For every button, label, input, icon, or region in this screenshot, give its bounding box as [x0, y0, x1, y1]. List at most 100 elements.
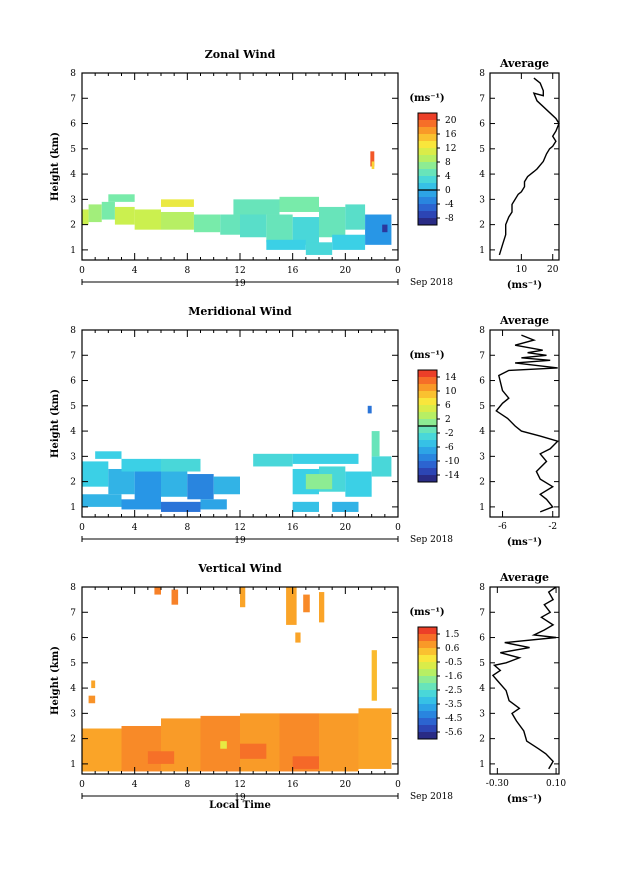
panel3-profile-ytick-label-0: 1: [479, 760, 485, 770]
panel1-profile-ytick-label-3: 4: [479, 170, 485, 180]
panel2-cell-12: [95, 451, 122, 459]
panel2-xtick-label-1: 4: [132, 523, 138, 533]
panel3-title: Vertical Wind: [197, 562, 282, 575]
panel3-profile-xlabel: (ms⁻¹): [507, 794, 542, 805]
panel3-cell-7: [358, 708, 392, 769]
panel2-colorbar-seg-7: [418, 419, 437, 427]
panel1-ylabel: Height (km): [50, 132, 61, 201]
panel2-colorbar-tick-label-0: 14: [445, 373, 457, 383]
panel2-colorbar-tick-label-6: -10: [445, 457, 460, 467]
panel2-cell-22: [367, 405, 372, 414]
panel3-profile-ytick-label-5: 6: [479, 634, 485, 644]
panel2-colorbar-seg-4: [418, 398, 437, 406]
panel3-cell-8: [147, 751, 175, 764]
panel1-profile-ytick-label-2: 3: [479, 195, 485, 205]
panel3-ytick-label-5: 6: [70, 634, 76, 644]
panel2-cell-21: [371, 456, 392, 477]
panel1-colorbar-seg-10: [418, 183, 437, 191]
panel1-xtick-label-2: 8: [184, 266, 190, 276]
panel2-cell-0: [82, 461, 109, 487]
panel3-colorbar-seg-4: [418, 655, 437, 663]
panel3-profile-line: [491, 586, 557, 770]
panel3-profile-ytick-label-2: 3: [479, 709, 485, 719]
panel2-xtick-label-6: 0: [395, 523, 401, 533]
panel2-cell-18: [332, 501, 359, 512]
panel3-colorbar-seg-13: [418, 718, 437, 726]
panel3-colorbar-seg-1: [418, 634, 437, 642]
panel3-colorbar-seg-0: [418, 627, 437, 635]
panel1-cell-19: [332, 234, 366, 250]
panel2-ytick-label-3: 4: [70, 427, 76, 437]
panel3-colorbar-seg-12: [418, 711, 437, 719]
panel1-colorbar-tick-label-3: 8: [445, 158, 451, 168]
panel3-colorbar-tick-label-7: -5.6: [445, 728, 463, 738]
panel2-profile-xtick-label-0: -6: [498, 522, 507, 532]
panel1-cell-6: [193, 214, 221, 233]
panel3-ytick-label-6: 7: [70, 608, 76, 618]
panel1-cell-23: [371, 161, 375, 170]
panel2-ytick-label-5: 6: [70, 377, 76, 387]
panel1-ytick-label-5: 6: [70, 120, 76, 130]
panel3-profile-ytick-label-4: 5: [479, 659, 485, 669]
panel3-cell-21: [295, 632, 301, 643]
panel2-cell-23: [371, 431, 380, 457]
panel1-cell-18: [305, 242, 333, 255]
panel3-colorbar-seg-10: [418, 697, 437, 705]
panel1-colorbar-label: (ms⁻¹): [409, 93, 444, 104]
panel1-colorbar-seg-1: [418, 120, 437, 128]
panel3-colorbar-seg-7: [418, 676, 437, 684]
panel1-xtick-label-5: 20: [340, 266, 352, 276]
panel2-profile-line: [495, 334, 560, 513]
panel1-colorbar-tick-label-0: 20: [445, 116, 457, 126]
panel2-cell-4: [187, 474, 214, 500]
panel1-date-label: Sep 2018: [410, 278, 453, 288]
panel1-colorbar-seg-15: [418, 218, 437, 226]
panel2-colorbar-tick-label-5: -6: [445, 443, 454, 453]
panel1-colorbar-tick-label-7: -8: [445, 214, 454, 224]
panel1-ytick-label-1: 2: [70, 221, 76, 231]
panel1-cell-2: [101, 201, 115, 220]
panel1-xtick-label-0: 0: [79, 266, 85, 276]
panel2-profile-frame: [489, 329, 560, 518]
panel1-cell-15: [233, 199, 280, 215]
panel3-xtick-label-2: 8: [184, 780, 190, 790]
panel2-profile-ytick-label-1: 2: [479, 478, 485, 488]
panel2-cell-11: [161, 458, 201, 472]
panel2-colorbar-seg-0: [418, 370, 437, 378]
panel1-colorbar-seg-14: [418, 211, 437, 219]
panel2-colorbar-tick-label-3: 2: [445, 415, 451, 425]
panel2-cell-10: [121, 458, 161, 472]
panel2-colorbar-tick-label-4: -2: [445, 429, 454, 439]
panel2-cell-6: [82, 494, 122, 507]
panel1-xtick-label-4: 16: [287, 266, 299, 276]
panel2-ytick-label-1: 2: [70, 478, 76, 488]
panel2-colorbar-tick-label-2: 6: [445, 401, 451, 411]
panel2-colorbar-seg-6: [418, 412, 437, 420]
panel2-colorbar-seg-10: [418, 440, 437, 448]
panel1-profile-ytick-label-0: 1: [479, 246, 485, 256]
panel1-profile-ytick-label-4: 5: [479, 145, 485, 155]
panel1-cell-22: [370, 151, 375, 167]
panel1-cell-21: [382, 224, 388, 233]
panel3-colorbar-tick-label-0: 1.5: [445, 630, 460, 640]
panel2-xtick-label-5: 20: [340, 523, 352, 533]
panel3-day-label: 19: [234, 793, 246, 803]
panel2-colorbar-seg-13: [418, 461, 437, 469]
panel3-cell-17: [240, 587, 246, 608]
panel3-cell-15: [154, 587, 161, 595]
panel3-ytick-label-2: 3: [70, 709, 76, 719]
panel2-cell-7: [121, 499, 161, 510]
panel1-colorbar-tick-label-4: 4: [445, 172, 451, 182]
panel3-ytick-label-7: 8: [70, 583, 76, 593]
panel3-cell-10: [292, 756, 319, 769]
panel3-cell-1: [121, 725, 161, 772]
panel2-colorbar-seg-5: [418, 405, 437, 413]
panel3-xtick-label-1: 4: [132, 780, 138, 790]
panel2-cell-19: [253, 453, 293, 467]
panel3-colorbar-tick-label-1: 0.6: [445, 644, 460, 654]
panel2-ytick-label-2: 3: [70, 452, 76, 462]
panel3-colorbar-tick-label-2: -0.5: [445, 658, 463, 668]
